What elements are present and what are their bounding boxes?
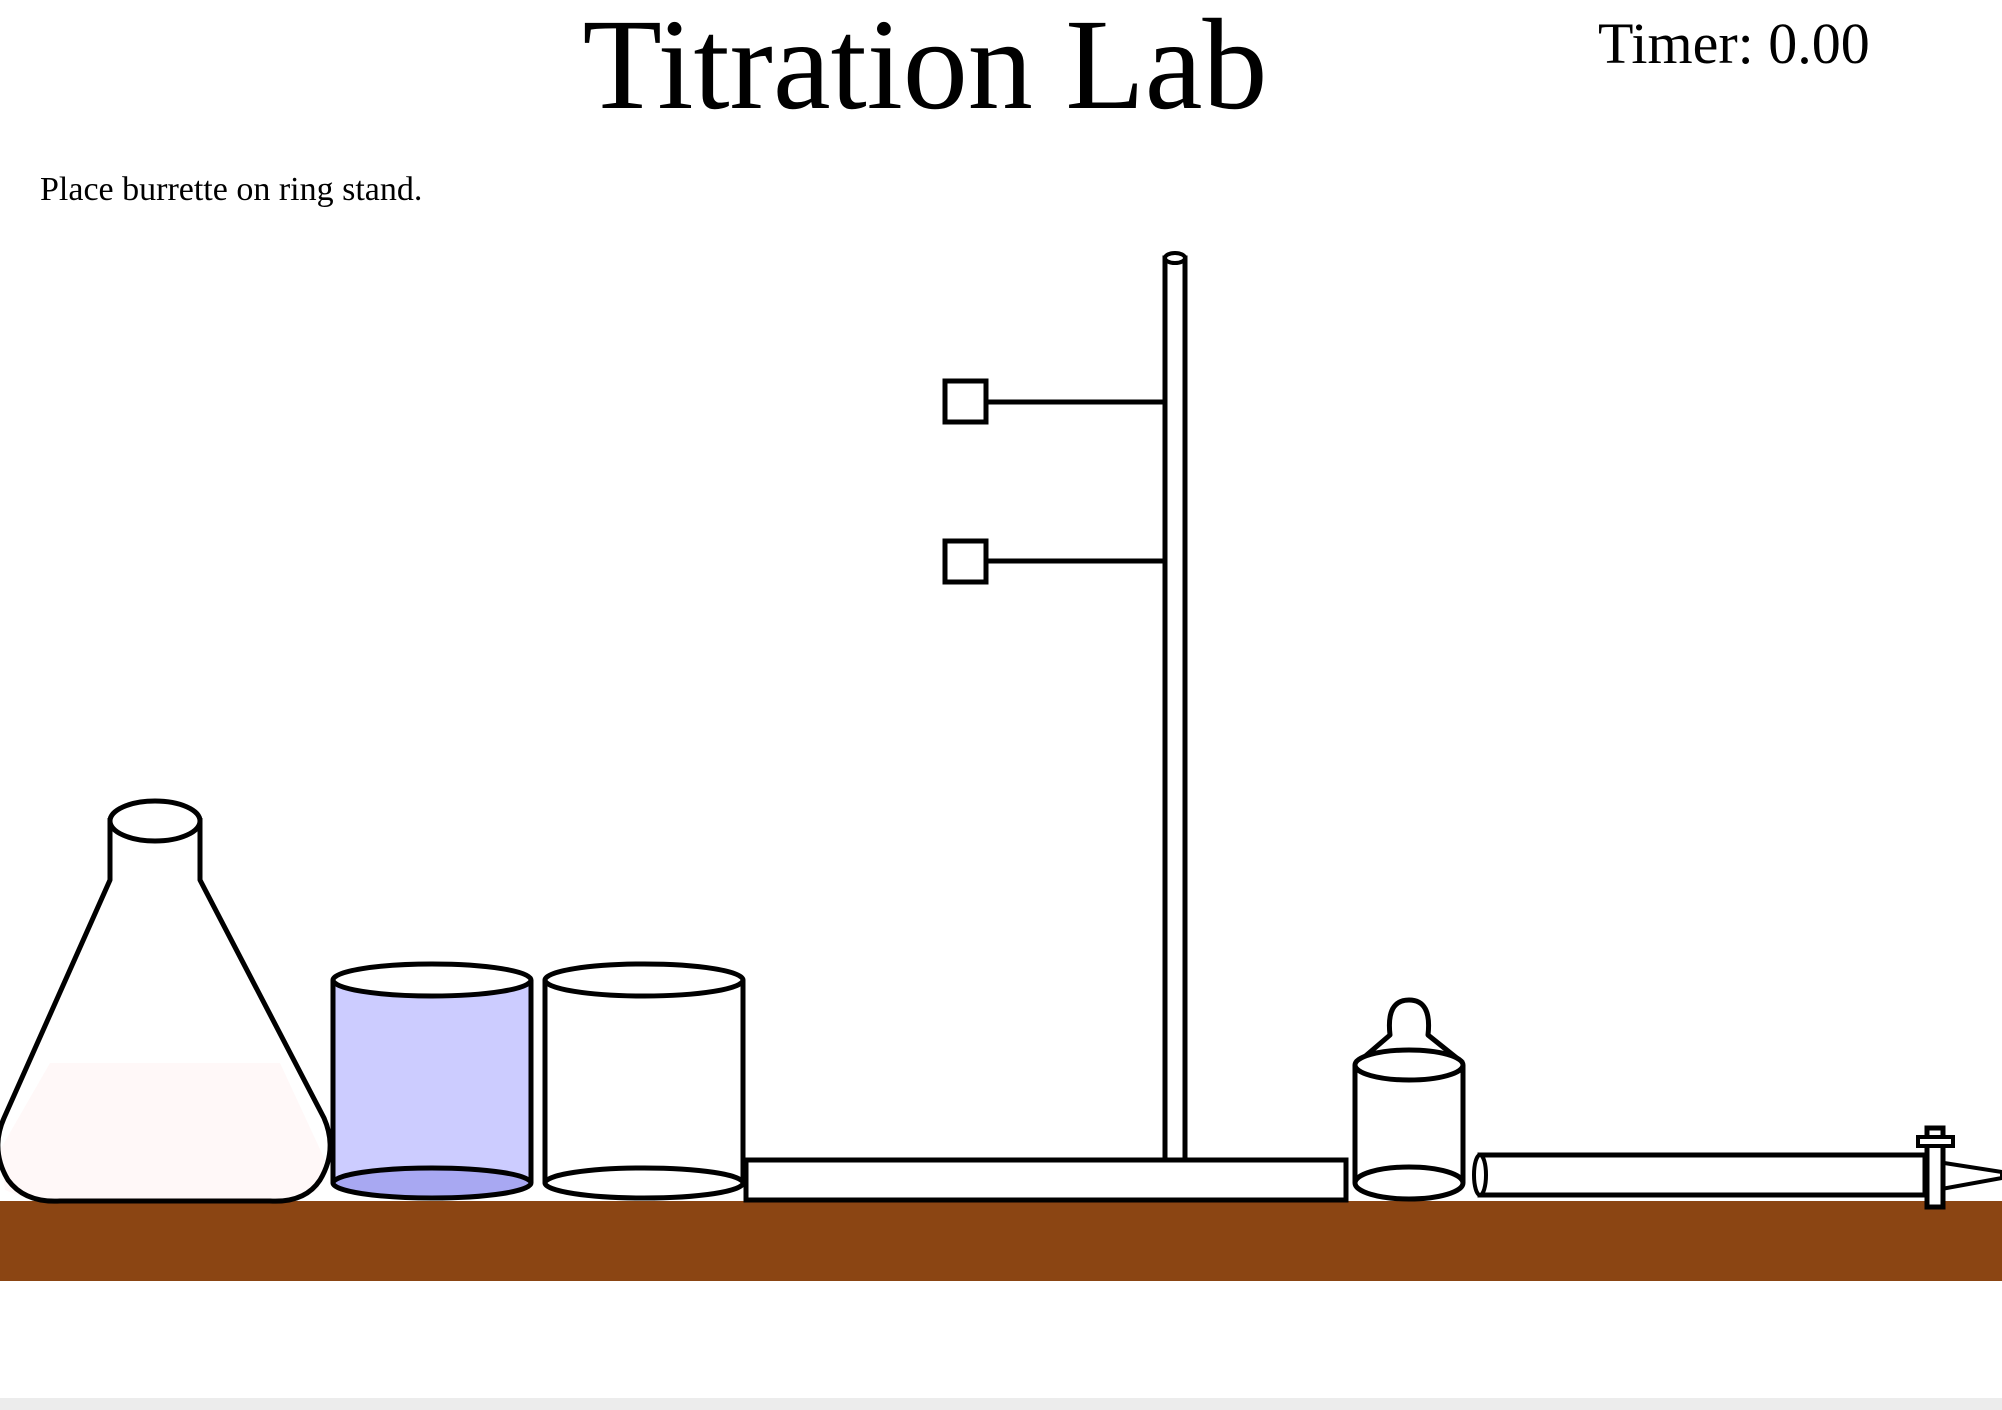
timer-value: 0.00 [1768,11,1870,76]
instruction-text: Place burrette on ring stand. [40,171,423,208]
indicator-bottle[interactable] [1352,997,1466,1202]
dropper-bulb [1353,997,1465,1067]
ring-stand-rod [1162,255,1188,1163]
beaker-with-solution[interactable] [330,961,534,1201]
burette[interactable] [1472,1125,2002,1210]
lab-bench [0,1201,2002,1281]
flask-liquid [0,1063,325,1200]
upper-clamp[interactable] [942,378,989,425]
burette-tube [1477,1152,1928,1198]
page-title: Titration Lab [582,0,1268,137]
lower-clamp[interactable] [942,538,989,585]
ring-stand[interactable] [743,251,1349,1203]
ring-stand-base [743,1157,1349,1203]
timer-display: Timer: 0.00 [1598,12,1870,76]
erlenmeyer-flask[interactable] [0,798,333,1204]
timer-label: Timer: [1598,11,1754,76]
empty-beaker[interactable] [542,961,746,1201]
beaker-solution [333,980,531,1198]
stopcock-handle[interactable] [1916,1135,1955,1148]
